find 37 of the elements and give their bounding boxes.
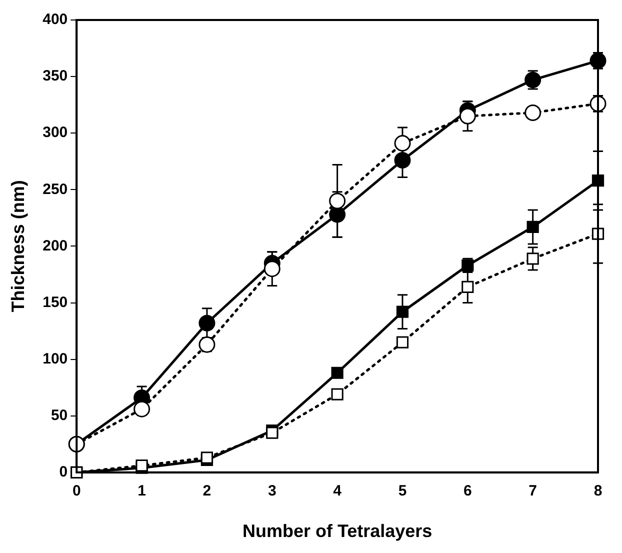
point: [331, 366, 344, 379]
point: [264, 260, 280, 278]
y-tick-label: 200: [42, 237, 68, 254]
point: [526, 252, 539, 265]
point: [134, 400, 150, 418]
x-tick-label: 2: [202, 482, 212, 500]
x-tick-label: 6: [463, 482, 472, 500]
x-tick-label: 5: [398, 482, 407, 500]
x-tick-label: 3: [268, 482, 276, 500]
x-tick-label: 0: [72, 482, 81, 500]
x-axis-title: Number of Tetralayers: [242, 521, 432, 542]
y-tick-label: 50: [50, 406, 68, 424]
point: [524, 104, 542, 121]
point: [526, 220, 539, 234]
x-tick-label: 4: [333, 482, 342, 500]
y-tick-label: 350: [42, 68, 68, 85]
point: [396, 336, 409, 348]
y-tick-label: 300: [42, 124, 68, 142]
point: [394, 135, 411, 152]
point: [329, 192, 346, 210]
y-tick-label: 400: [42, 11, 68, 28]
y-tick-label: 250: [42, 180, 68, 198]
y-tick-label: 0: [59, 464, 68, 481]
y-tick-label: 100: [42, 350, 68, 368]
x-tick-label: 8: [594, 482, 602, 500]
point: [462, 280, 474, 293]
point: [396, 306, 409, 318]
point: [394, 152, 411, 168]
point: [200, 452, 214, 464]
point: [198, 314, 216, 332]
point: [459, 108, 476, 124]
x-tick-label: 1: [138, 482, 146, 500]
point: [329, 206, 346, 223]
y-axis-title: Thickness (nm): [8, 180, 28, 312]
point: [331, 388, 344, 400]
x-tick-label: 7: [528, 482, 537, 500]
y-tick-label: 150: [42, 294, 68, 311]
